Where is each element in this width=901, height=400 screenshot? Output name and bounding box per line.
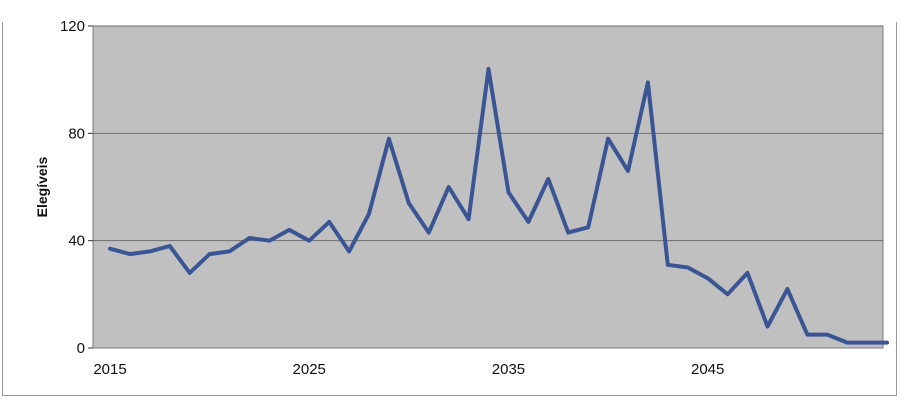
x-tick-label: 2025 [293, 361, 326, 378]
y-axis-title: Elegíveis [34, 156, 50, 217]
y-tick-label: 0 [77, 340, 85, 357]
x-tick-label: 2035 [492, 361, 525, 378]
x-axis-tick-labels: 2015 2025 2035 2045 [93, 361, 724, 378]
x-tick-label: 2015 [93, 361, 126, 378]
y-axis-tick-labels: 0 40 80 120 [60, 18, 93, 357]
series-line [108, 66, 889, 345]
y-tick-label: 80 [68, 125, 85, 142]
chart-title-cutoff [0, 0, 901, 22]
gridlines [93, 25, 883, 242]
y-tick-label: 40 [68, 233, 85, 250]
x-tick-label: 2045 [691, 361, 724, 378]
y-tick-label: 120 [60, 18, 85, 35]
